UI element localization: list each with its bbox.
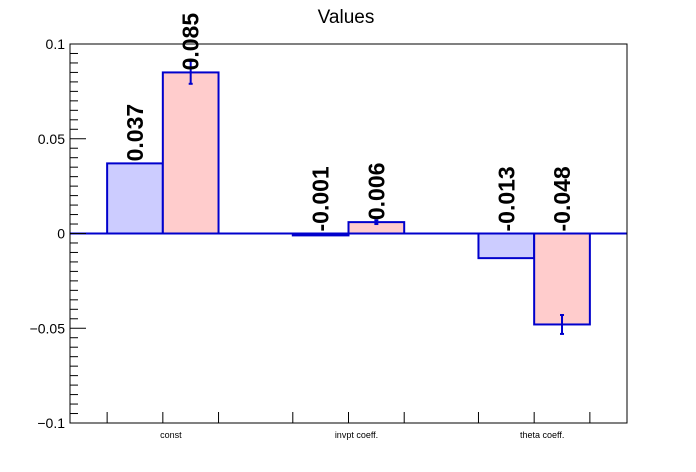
chart-title: Values — [318, 7, 375, 28]
bar-labels-layer: 0.037 -0.001 -0.013 0.085 0.006 -0.048 — [122, 13, 575, 232]
x-tick-label: theta coeff. — [520, 430, 564, 440]
bar — [106, 162, 164, 235]
bar-value-label: -0.013 — [493, 166, 519, 231]
bar — [477, 232, 536, 260]
bar-value-label: 0.085 — [178, 13, 204, 71]
y-tick-label: 0 — [57, 226, 65, 242]
y-tick-label: −0.05 — [30, 320, 66, 336]
y-tick-label: 0.05 — [38, 131, 65, 147]
bar — [533, 232, 591, 326]
bar-value-label: -0.001 — [308, 166, 334, 231]
bar-value-label: -0.048 — [549, 166, 575, 231]
axes-layer: 0.1 0.05 0 −0.05 −0.1 const invpt coeff. theta … — [30, 36, 591, 440]
y-tick-label: 0.1 — [46, 36, 66, 52]
x-tick-label: invpt coeff. — [335, 430, 378, 440]
y-tick-label: −0.1 — [37, 415, 65, 431]
bar-value-label: 0.006 — [363, 163, 389, 221]
bar — [161, 71, 220, 235]
x-tick-label: const — [160, 430, 182, 440]
bars-layer — [106, 60, 591, 335]
bar-value-label: 0.037 — [122, 104, 148, 162]
